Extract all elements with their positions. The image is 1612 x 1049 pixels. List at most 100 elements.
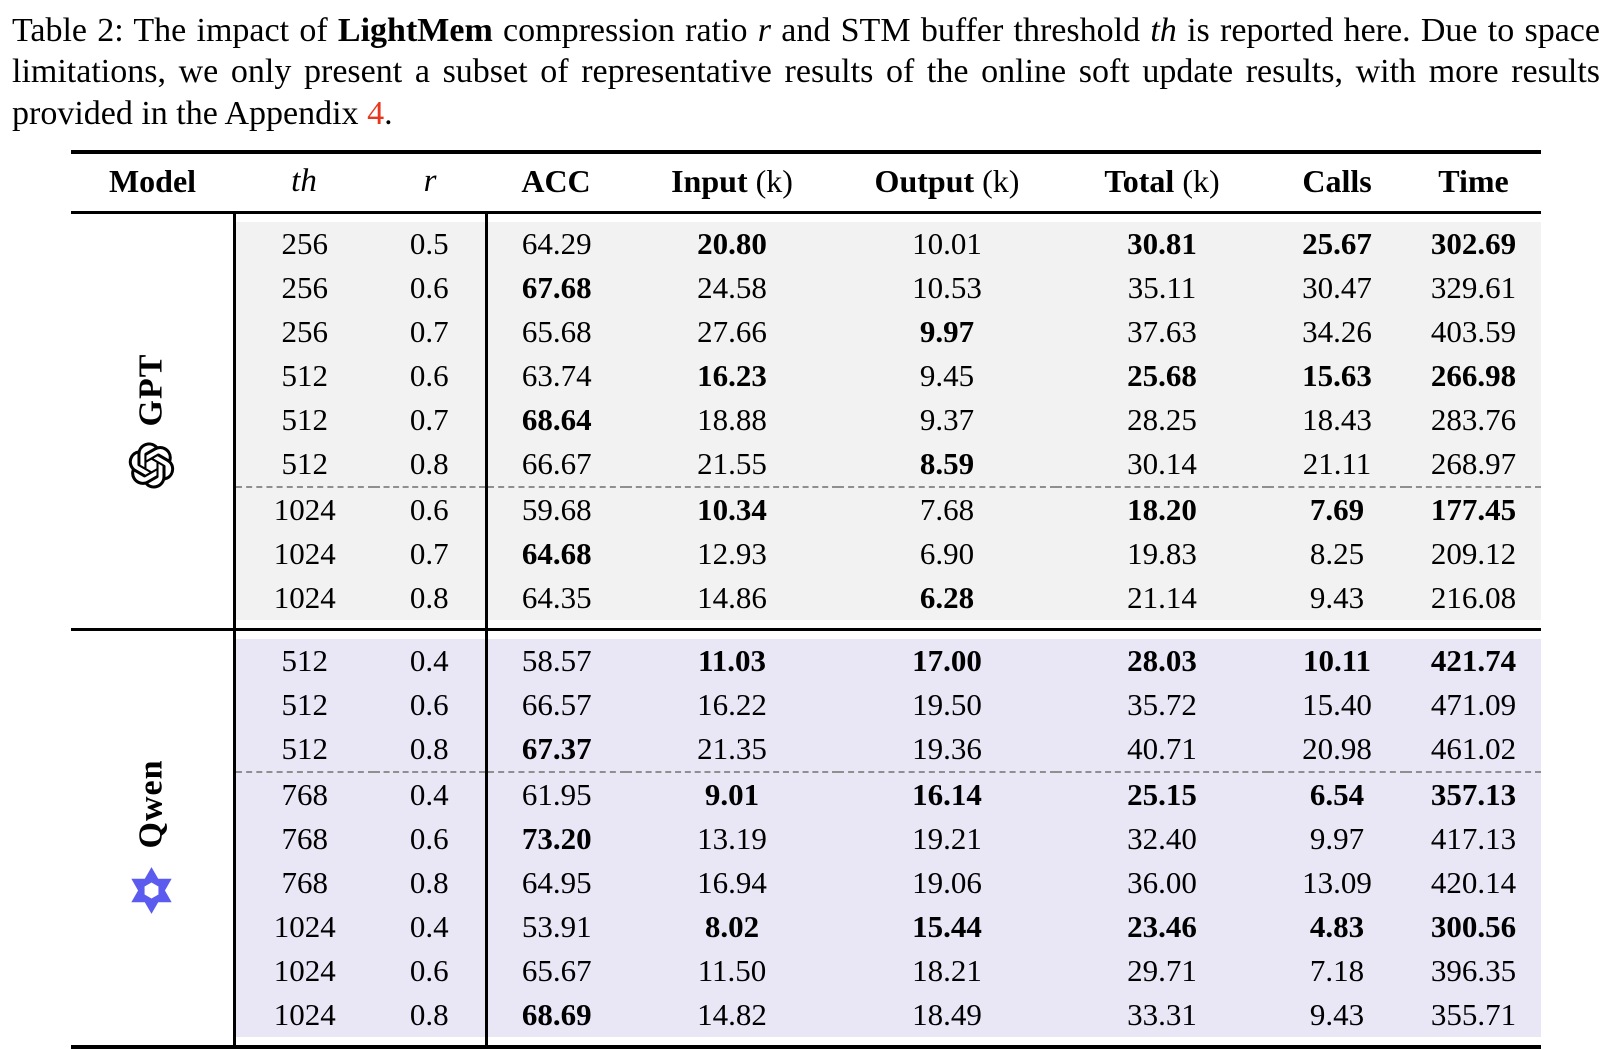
cell-calls: 7.69: [1268, 486, 1406, 533]
spacer-cell: [232, 1036, 486, 1047]
cell-input: 13.19: [626, 816, 838, 861]
cell-total: 28.25: [1056, 398, 1268, 443]
cell-input: 20.80: [626, 222, 838, 267]
cell-total: 23.46: [1056, 904, 1268, 949]
qwen-icon: [126, 864, 178, 916]
cell-input: 11.03: [626, 638, 838, 683]
cell-input: 12.93: [626, 532, 838, 577]
table-row: 256 0.7 65.68 27.66 9.97 37.63 34.26 403.59: [71, 310, 1541, 355]
column-header-r: r: [423, 163, 437, 200]
cell-r: 0.8: [374, 992, 486, 1037]
cell-r: 0.8: [374, 860, 486, 905]
cell-input: 11.50: [626, 948, 838, 993]
column-header-time: Time: [1438, 163, 1509, 200]
caption-text: .: [384, 94, 393, 132]
table-row: 1024 0.8 64.35 14.86 6.28 21.14 9.43 216.08: [71, 576, 1541, 620]
cell-th: 1024: [232, 904, 374, 949]
table-row: 256 0.6 67.68 24.58 10.53 35.11 30.47 329.61: [71, 266, 1541, 311]
cell-calls: 9.43: [1268, 992, 1406, 1037]
cell-output: 19.21: [838, 816, 1056, 861]
cell-th: 256: [232, 222, 374, 267]
cell-total: 36.00: [1056, 860, 1268, 905]
cell-output: 18.21: [838, 948, 1056, 993]
cell-output: 18.49: [838, 992, 1056, 1037]
cell-th: 256: [232, 310, 374, 355]
group-qwen: Qwen 512 0.4 58.57 11.03 17.00 28.03 10.11 421.7…: [71, 627, 1541, 1047]
spacer-cell: [232, 619, 486, 630]
cell-th: 512: [232, 442, 374, 488]
cell-time: 461.02: [1406, 726, 1541, 772]
cell-time: 300.56: [1406, 904, 1541, 949]
cell-calls: 21.11: [1268, 442, 1406, 488]
openai-icon: [129, 442, 175, 489]
cell-r: 0.8: [374, 726, 486, 772]
caption-text: th: [1150, 12, 1177, 49]
group-gpt: GPT 256 0.5 64.29 20.80 10.01 30.81 25.67 302.69…: [71, 212, 1541, 630]
cell-time: 417.13: [1406, 816, 1541, 861]
paper-page: Table 2: The impact of LightMem compress…: [10, 10, 1602, 1049]
cell-calls: 15.40: [1268, 682, 1406, 727]
cell-acc: 68.64: [484, 398, 626, 443]
cell-acc: 66.67: [484, 442, 626, 488]
cell-acc: 64.68: [484, 532, 626, 577]
spacer-row: [71, 619, 1541, 630]
table-caption: Table 2: The impact of LightMem compress…: [12, 10, 1600, 134]
cell-r: 0.4: [374, 904, 486, 949]
cell-acc: 65.67: [484, 948, 626, 993]
cell-total: 40.71: [1056, 726, 1268, 772]
cell-calls: 8.25: [1268, 532, 1406, 577]
cell-calls: 13.09: [1268, 860, 1406, 905]
cell-r: 0.8: [374, 576, 486, 620]
cell-th: 1024: [232, 486, 374, 533]
cell-time: 302.69: [1406, 222, 1541, 267]
cell-calls: 15.63: [1268, 354, 1406, 399]
table-row: 768 0.8 64.95 16.94 19.06 36.00 13.09 420.14: [71, 860, 1541, 905]
column-header-total: Total (k): [1104, 163, 1220, 200]
cell-output: 10.01: [838, 222, 1056, 267]
cell-input: 21.35: [626, 726, 838, 772]
column-header-output: Output (k): [874, 163, 1020, 200]
column-header-acc: ACC: [521, 163, 591, 200]
cell-output: 7.68: [838, 486, 1056, 533]
cell-input: 16.94: [626, 860, 838, 905]
cell-output: 10.53: [838, 266, 1056, 311]
spacer-cell: [484, 628, 1541, 639]
cell-calls: 4.83: [1268, 904, 1406, 949]
cell-output: 9.37: [838, 398, 1056, 443]
cell-time: 283.76: [1406, 398, 1541, 443]
cell-time: 421.74: [1406, 638, 1541, 683]
cell-calls: 6.54: [1268, 770, 1406, 817]
caption-text: and STM buffer threshold: [771, 12, 1151, 49]
cell-total: 32.40: [1056, 816, 1268, 861]
column-header-calls: Calls: [1302, 163, 1372, 200]
cell-r: 0.6: [374, 266, 486, 311]
cell-calls: 10.11: [1268, 638, 1406, 683]
spacer-cell: [484, 619, 1541, 630]
appendix-link[interactable]: 4: [367, 94, 385, 132]
cell-total: 28.03: [1056, 638, 1268, 683]
cell-r: 0.6: [374, 486, 486, 533]
cell-output: 15.44: [838, 904, 1056, 949]
cell-total: 30.14: [1056, 442, 1268, 488]
cell-th: 1024: [232, 948, 374, 993]
cell-r: 0.4: [374, 638, 486, 683]
cell-r: 0.7: [374, 532, 486, 577]
cell-time: 266.98: [1406, 354, 1541, 399]
caption-text: compression ratio: [492, 12, 758, 49]
cell-r: 0.7: [374, 310, 486, 355]
spacer-row: GPT: [71, 212, 1541, 630]
spacer-cell: [232, 212, 486, 223]
table-header: Model th r ACC Input (k) Output (k) Total (k) C…: [71, 152, 1541, 213]
cell-time: 209.12: [1406, 532, 1541, 577]
cell-total: 25.68: [1056, 354, 1268, 399]
cell-acc: 61.95: [484, 770, 626, 817]
cell-acc: 64.29: [484, 222, 626, 267]
cell-time: 216.08: [1406, 576, 1541, 620]
table-row: 1024 0.6 59.68 10.34 7.68 18.20 7.69 177.45: [71, 486, 1541, 533]
cell-total: 21.14: [1056, 576, 1268, 620]
cell-time: 329.61: [1406, 266, 1541, 311]
cell-time: 396.35: [1406, 948, 1541, 993]
caption-text: r: [757, 12, 771, 49]
cell-acc: 65.68: [484, 310, 626, 355]
model-cell-qwen: Qwen: [71, 627, 234, 1047]
